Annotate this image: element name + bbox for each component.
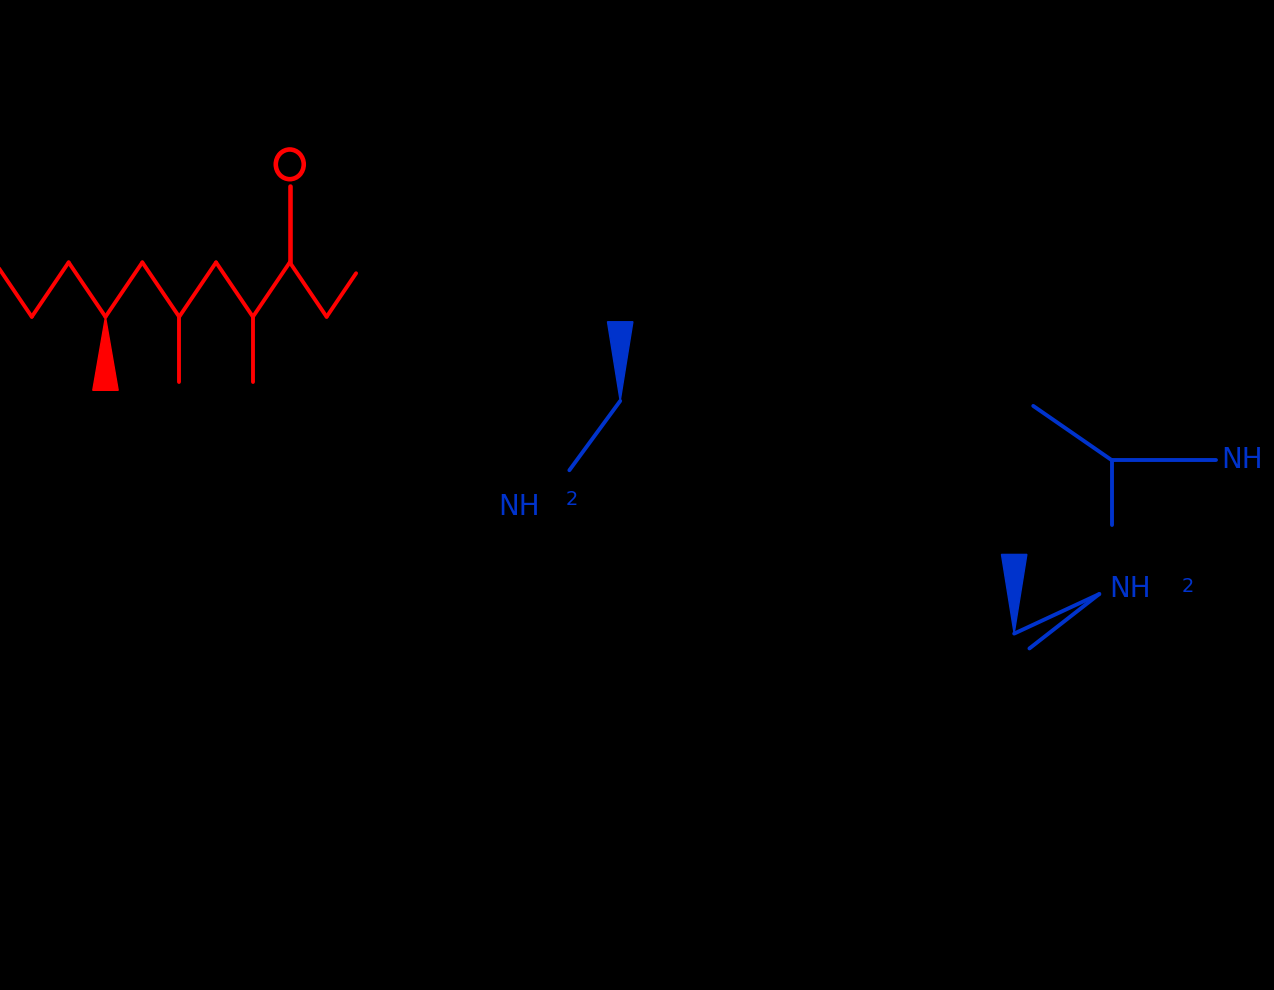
Text: 2: 2 bbox=[566, 490, 578, 509]
Text: NH: NH bbox=[1222, 446, 1263, 474]
Text: 2: 2 bbox=[1182, 576, 1194, 596]
Polygon shape bbox=[93, 317, 118, 390]
Polygon shape bbox=[608, 322, 633, 401]
Polygon shape bbox=[1001, 554, 1027, 634]
Text: NH: NH bbox=[498, 493, 540, 521]
Text: NH: NH bbox=[1110, 575, 1152, 603]
